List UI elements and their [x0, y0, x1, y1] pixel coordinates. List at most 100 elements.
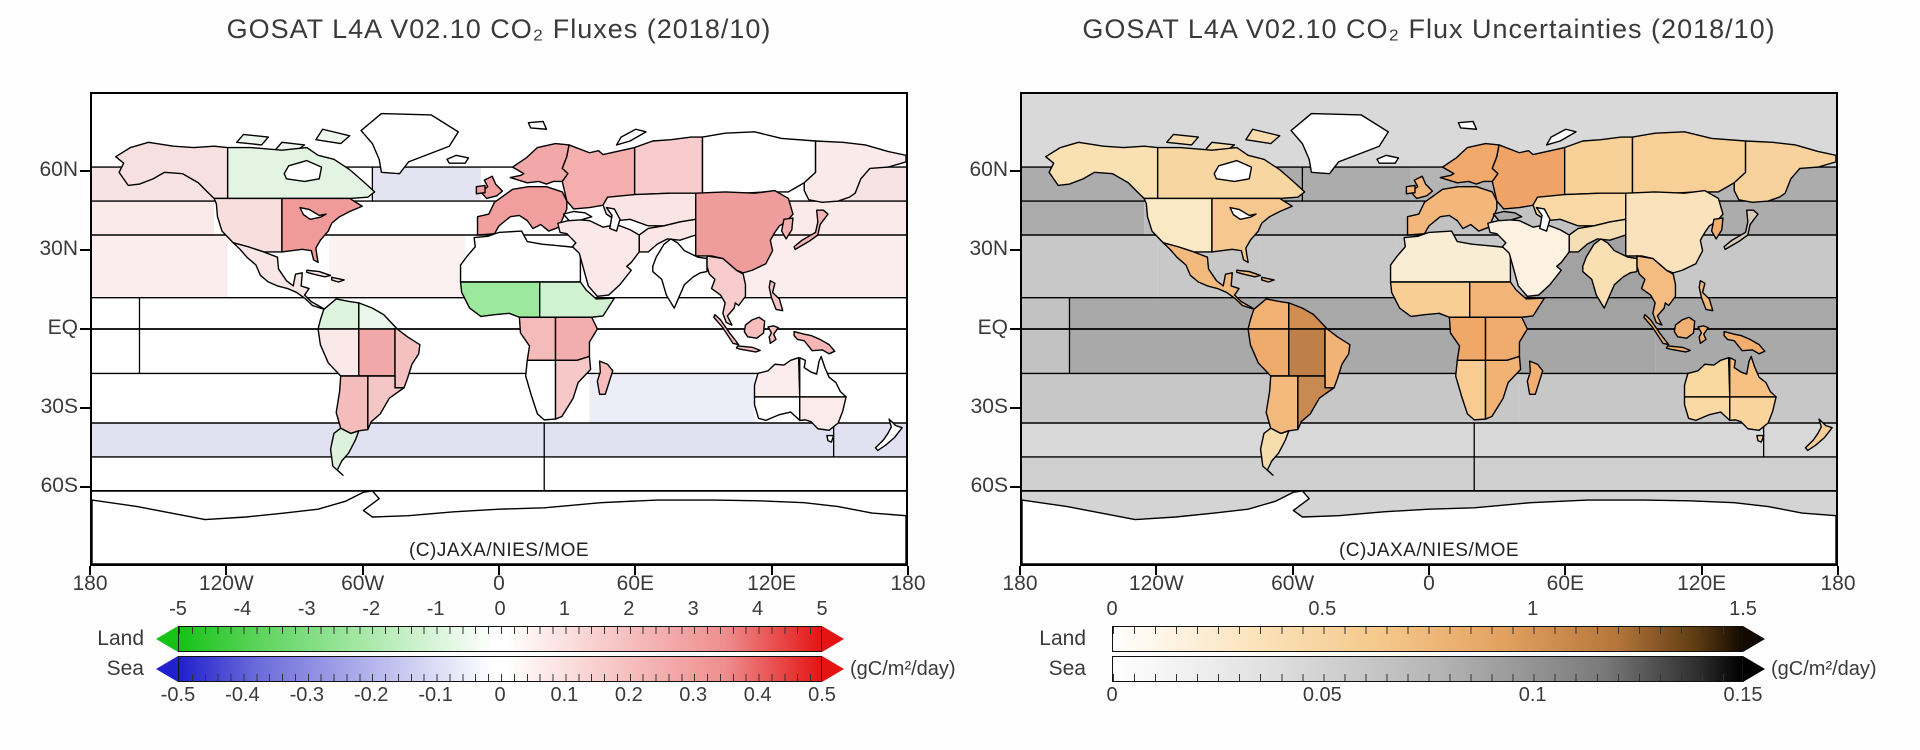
flux-sea-scale-label: Sea [106, 657, 144, 680]
unc-sea-scale-label: Sea [1048, 657, 1086, 680]
unc-unit-label: (gC/m²/day) [1771, 658, 1877, 680]
region-korea [782, 218, 793, 239]
lon-tick-mark [1019, 566, 1021, 575]
lon-tick-label: 120E [747, 572, 797, 595]
flux-land-tick-label: 1 [558, 598, 570, 620]
region-ireland [1406, 185, 1415, 193]
unc-sea-right-arrow [1743, 656, 1765, 682]
region-new-guinea [794, 332, 835, 354]
region-great-lakes [300, 208, 326, 220]
unc-land-right-arrow [1743, 626, 1765, 652]
region-central-brazil [359, 329, 395, 376]
lat-tick-label: 30N [39, 237, 78, 260]
uncertainty-world-map [1022, 94, 1836, 564]
region-far-east [1734, 141, 1836, 202]
lat-tick-label: 30S [40, 395, 78, 418]
flux-land-tick-label: 3 [687, 598, 699, 620]
region-se-south-america [1298, 376, 1334, 430]
flux-map-frame: (C)JAXA/NIES/MOE [90, 92, 908, 566]
region-india [653, 239, 707, 308]
region-japan [1724, 210, 1758, 249]
lon-tick-label: 120W [1128, 572, 1184, 595]
region-philippines [1699, 281, 1713, 311]
region-s-africa-east [1486, 356, 1521, 419]
region-west-siberia [635, 137, 703, 194]
region-arctic-island-1 [1167, 134, 1199, 144]
region-east-siberia [703, 132, 816, 195]
region-novaya-zemlya [1547, 129, 1576, 145]
flux-sea-tick-label: -0.5 [160, 684, 196, 706]
region-india [1583, 239, 1637, 308]
region-sumatra [714, 315, 739, 345]
region-se-asia [1637, 256, 1675, 325]
colorbar-minor-ticks [1113, 627, 1742, 634]
region-arctic-island-2 [316, 129, 350, 143]
region-iceland [447, 155, 468, 163]
colorbar-minor-ticks [179, 674, 821, 681]
unc-land-tick-label: 0.5 [1308, 598, 1337, 620]
region-iceland [1377, 155, 1398, 163]
flux-sea-left-arrow [156, 656, 178, 682]
lon-tick-label: 60E [1546, 572, 1585, 595]
flux-land-left-arrow [156, 626, 178, 652]
colorbar-minor-ticks [179, 627, 821, 634]
unc-land-tick-label: 1 [1527, 598, 1539, 620]
lon-tick-mark [1155, 566, 1158, 575]
unc-sea-tick-label: 0.1 [1518, 684, 1547, 706]
lon-tick-mark [225, 566, 228, 575]
lat-tick-label: 60S [970, 474, 1008, 497]
region-borneo [744, 317, 764, 338]
lon-tick-mark [1837, 566, 1839, 575]
region-hudson-bay [1214, 161, 1251, 182]
lat-tick-mark [1010, 486, 1020, 488]
region-nw-russia [1492, 145, 1564, 209]
region-central-america [233, 243, 325, 310]
lon-tick-label: 120E [1677, 572, 1727, 595]
region-svalbard [1458, 121, 1476, 129]
lat-tick-mark [1010, 328, 1020, 330]
region-temperate-na-east [1212, 198, 1292, 262]
flux-sea-tick-label: -0.4 [225, 684, 260, 706]
region-ireland [476, 185, 485, 193]
flux-land-tick-label: 0 [494, 598, 506, 620]
unc-sea-tick-label: 0.05 [1302, 684, 1342, 706]
region-borneo [1674, 317, 1694, 338]
region-tasmania [827, 436, 834, 443]
flux-land-tick-label: 2 [623, 598, 635, 620]
flux-sea-tick-label: 0.4 [743, 684, 772, 706]
lat-tick-label: EQ [47, 316, 78, 339]
flux-world-map [92, 94, 906, 564]
lon-tick-label: 180 [72, 572, 108, 595]
lon-tick-mark [498, 566, 500, 575]
region-n-argentina [1266, 376, 1298, 433]
region-new-guinea [1724, 332, 1765, 354]
region-cuba [1237, 270, 1261, 277]
flux-land-tick-label: -2 [362, 598, 381, 620]
region-hispaniola [1262, 277, 1274, 282]
lon-tick-mark [907, 566, 909, 575]
region-australia-ne [1730, 356, 1776, 396]
unc-land-tick-label: 0 [1106, 598, 1118, 620]
lon-tick-mark [89, 566, 91, 575]
unc-sea-colorbar [1112, 656, 1743, 682]
region-se-south-america [368, 376, 404, 430]
region-java [1666, 346, 1690, 352]
region-nw-russia [562, 145, 634, 209]
lon-tick-mark [361, 566, 364, 575]
region-hispaniola [332, 277, 344, 282]
flux-sea-tick-label: 0 [494, 684, 506, 706]
region-caspian-sea [606, 208, 620, 231]
lon-tick-label: 180 [890, 572, 926, 595]
lon-tick-mark [1428, 566, 1430, 575]
region-central-brazil [1289, 329, 1325, 376]
region-central-asia-south [1569, 219, 1626, 252]
unc-sea-tick-label: 0 [1106, 684, 1118, 706]
flux-sea-tick-label: -0.2 [353, 684, 389, 706]
flux-land-colorbar [178, 626, 822, 652]
region-philippines [769, 281, 783, 311]
region-black-sea [1493, 212, 1521, 221]
flux-sea-right-arrow [822, 656, 844, 682]
flux-land-tick-label: 5 [816, 598, 828, 620]
lon-tick-label: 120W [198, 572, 254, 595]
